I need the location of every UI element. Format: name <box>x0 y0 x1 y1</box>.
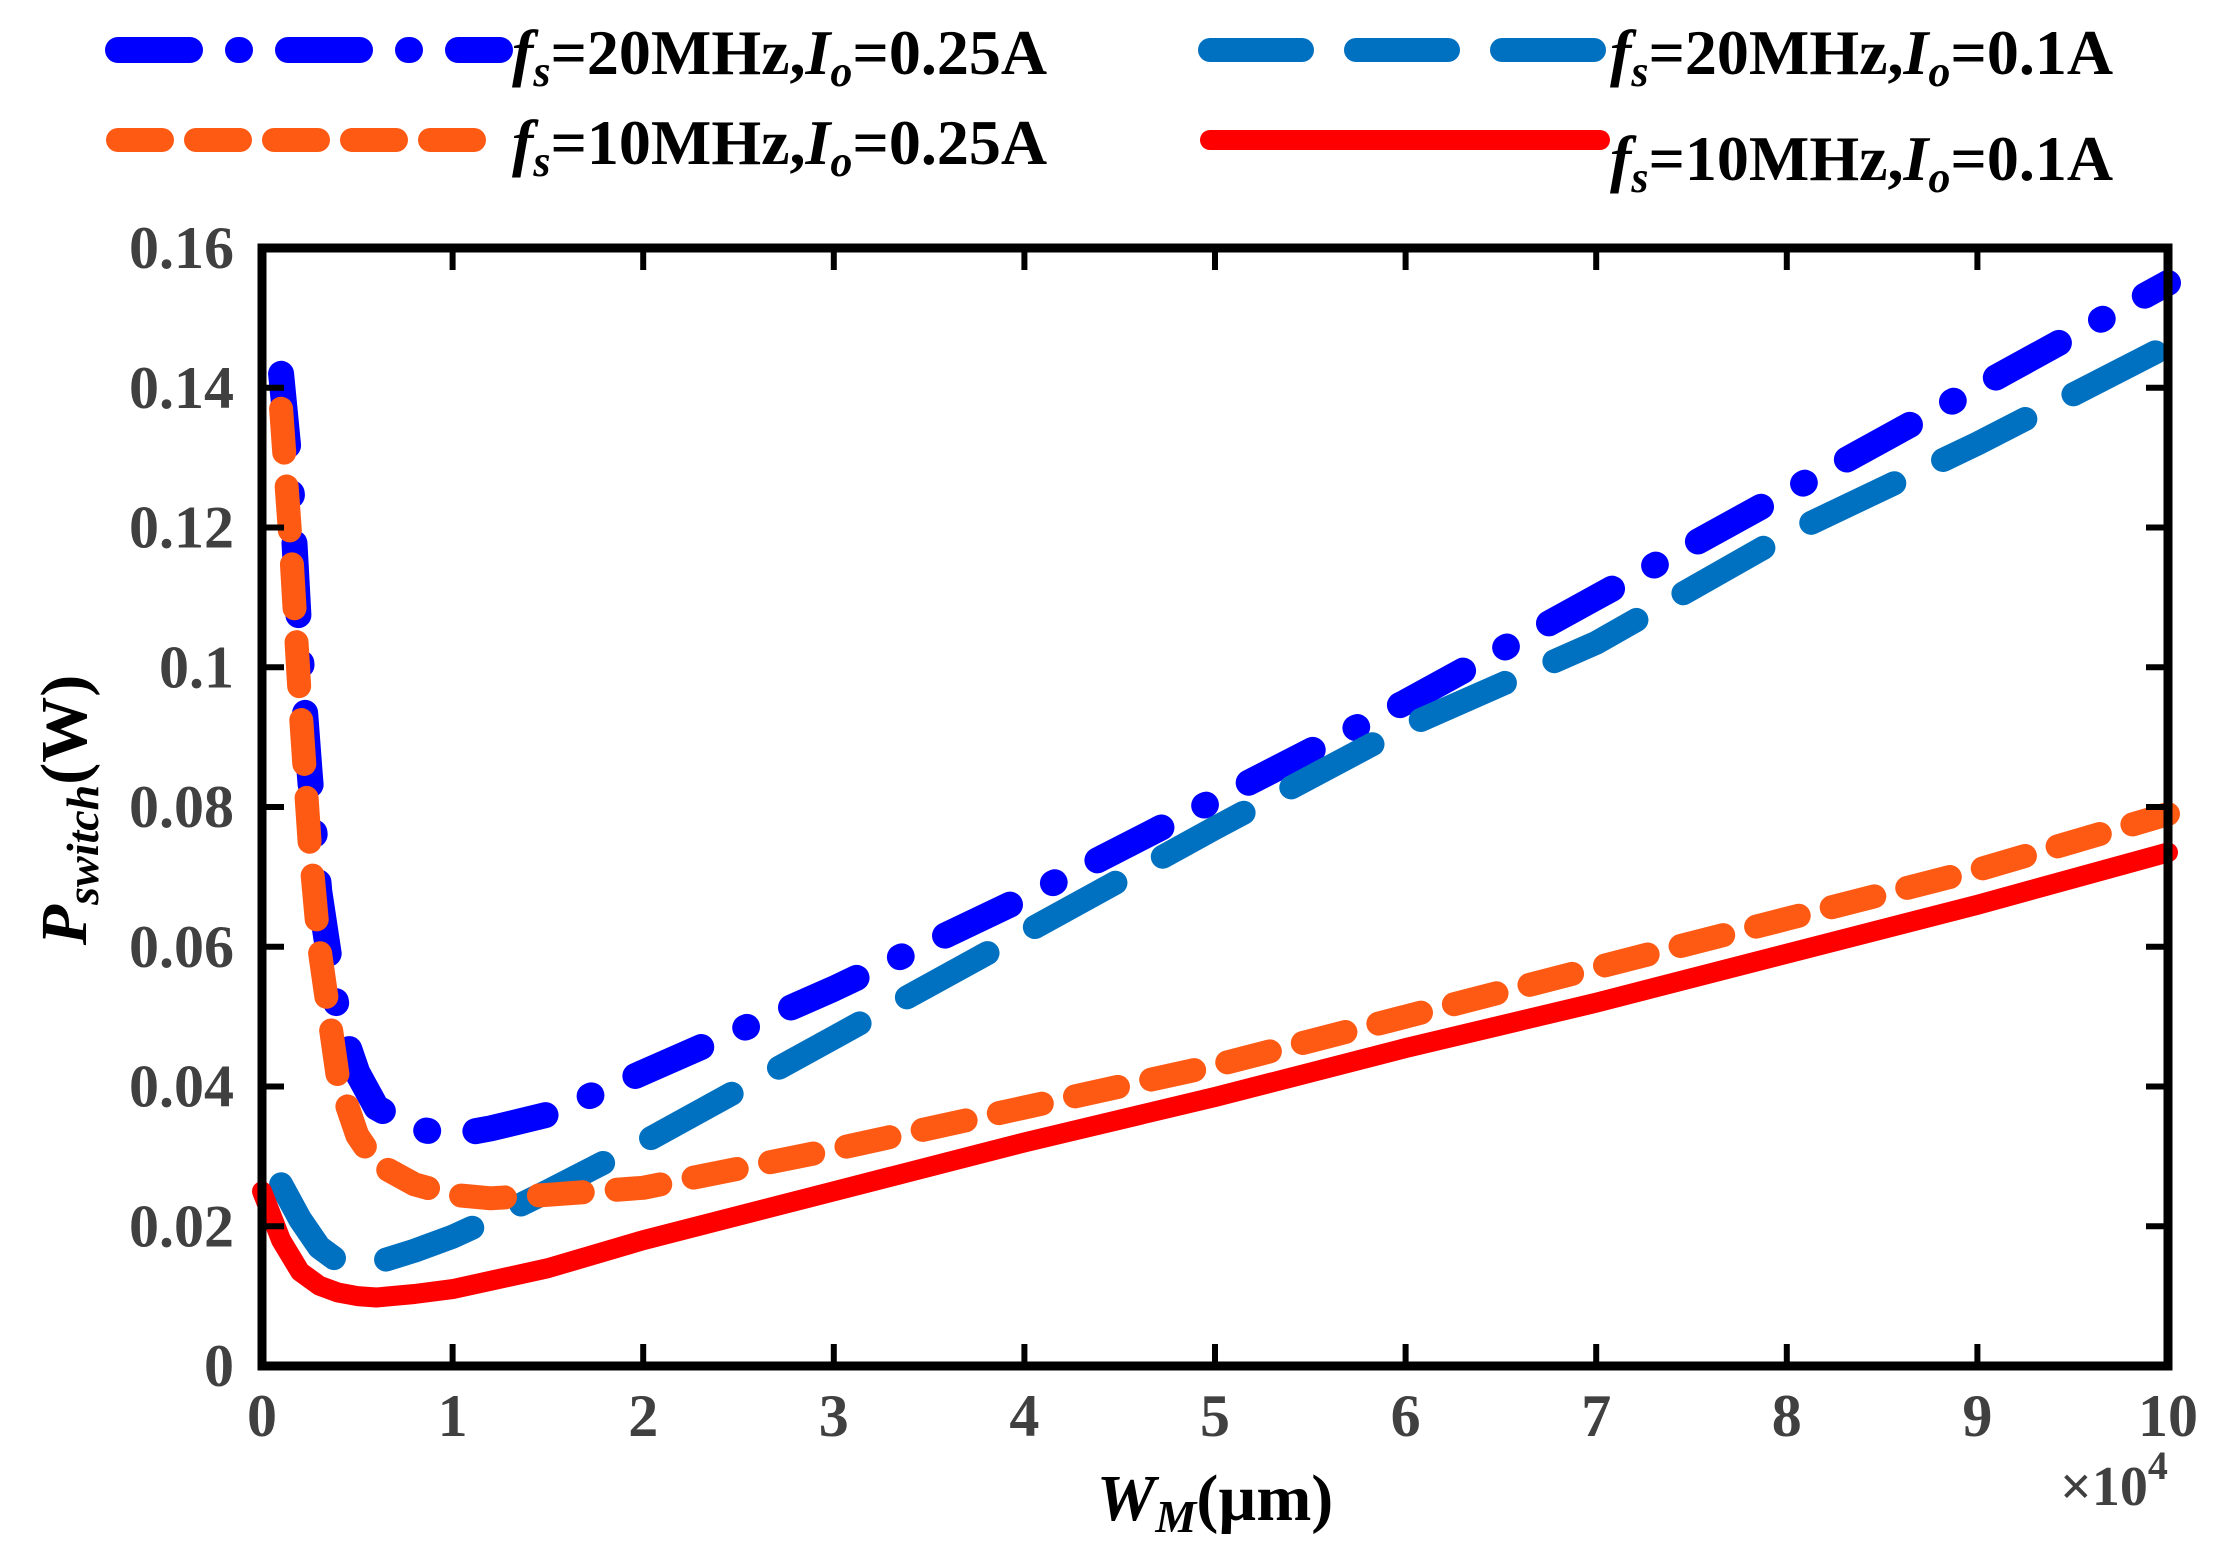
x-multiplier: ×104 <box>2060 1443 2168 1518</box>
y-tick-label: 0.12 <box>129 495 234 561</box>
series-line-1 <box>268 269 2181 1149</box>
legend-item-3: fs=10MHz,Io=0.25A <box>106 107 1047 186</box>
legend-label: fs=10MHz,Io=0.1A <box>1610 123 2113 202</box>
legend-item-1: fs=20MHz,Io=0.25A <box>105 17 1047 96</box>
legend-label: fs=20MHz,Io=0.25A <box>512 17 1047 96</box>
x-tick-label: 5 <box>1200 1383 1230 1449</box>
x-tick-label: 10 <box>2138 1383 2198 1449</box>
x-tick-label: 4 <box>1009 1383 1039 1449</box>
legend-item-4: fs=10MHz,Io=0.1A <box>1200 123 2113 202</box>
series-line-2 <box>269 333 2180 1277</box>
x-tick-label: 7 <box>1581 1383 1611 1449</box>
legend-item-2: fs=20MHz,Io=0.1A <box>1198 17 2113 96</box>
legend-label: fs=20MHz,Io=0.1A <box>1610 17 2113 96</box>
plot-lines <box>252 269 2181 1308</box>
x-axis-title: WM(µm) <box>1097 1462 1334 1542</box>
series-line-4 <box>252 842 2178 1308</box>
x-tick-label: 9 <box>1962 1383 1992 1449</box>
x-tick-label: 0 <box>247 1383 277 1449</box>
y-tick-label: 0.04 <box>129 1054 234 1120</box>
legend-label: fs=10MHz,Io=0.25A <box>512 107 1047 186</box>
y-tick-label: 0.06 <box>129 914 234 980</box>
series-line-3 <box>269 396 2180 1211</box>
x-tick-label: 3 <box>819 1383 849 1449</box>
y-tick-label: 0.08 <box>129 774 234 840</box>
y-tick-label: 0.14 <box>129 355 234 421</box>
x-tick-label: 1 <box>438 1383 468 1449</box>
y-tick-label: 0.16 <box>129 215 234 281</box>
y-axis-title: Pswitch(W) <box>28 675 108 946</box>
x-tick-label: 6 <box>1391 1383 1421 1449</box>
x-tick-label: 2 <box>628 1383 658 1449</box>
y-tick-label: 0.1 <box>159 634 234 700</box>
axis-ticks: 0 1 2 3 4 5 6 7 8 9 10 0 0.02 0.04 0.06 0.08 0.1 0.12 0.14… <box>129 215 2198 1449</box>
y-tick-label: 0.02 <box>129 1193 234 1259</box>
x-tick-label: 8 <box>1772 1383 1802 1449</box>
y-tick-label: 0 <box>204 1333 234 1399</box>
legend: fs=20MHz,Io=0.25A fs=20MHz,Io=0.1A fs=10MH… <box>105 17 2113 202</box>
